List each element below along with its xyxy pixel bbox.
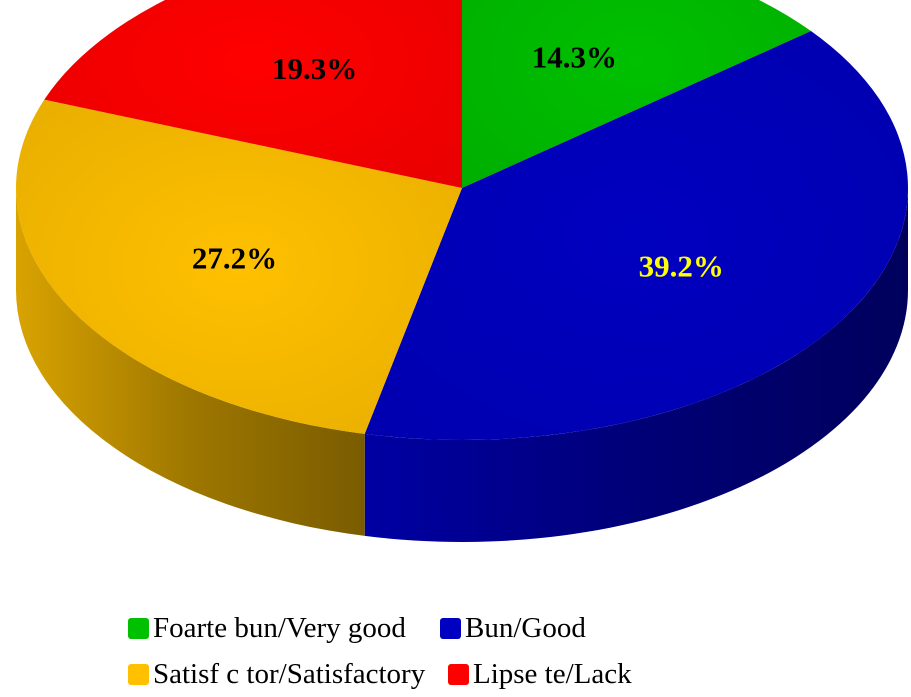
- pie-data-label: 14.3%: [532, 39, 617, 74]
- legend-label: Lipse te/Lack: [473, 657, 632, 690]
- legend-row: Satisf c tor/Satisfactory Lipse te/Lack: [128, 651, 728, 697]
- legend-swatch: [128, 663, 149, 685]
- pie-slice: [364, 31, 909, 441]
- pie-data-label: 27.2%: [192, 241, 277, 276]
- legend-label: Foarte bun/Very good: [153, 611, 406, 644]
- legend-label: Bun/Good: [465, 611, 586, 644]
- legend: Foarte bun/Very good Bun/Good Satisf c t…: [128, 605, 728, 697]
- pie-slice: [15, 99, 462, 434]
- pie-data-label: 19.3%: [272, 51, 357, 86]
- pie-side-wall: [364, 188, 909, 543]
- pie-data-label: 39.2%: [639, 249, 724, 284]
- pie-slice: [44, 0, 462, 188]
- legend-swatch: [128, 617, 149, 639]
- legend-item-lack: Lipse te/Lack: [448, 658, 632, 691]
- pie-side-wall: [16, 188, 365, 536]
- pie-data-labels: 14.3% 39.2% 27.2% 19.3%: [192, 39, 724, 283]
- legend-swatch: [448, 663, 469, 685]
- pie-slices: [15, 0, 909, 441]
- legend-item-good: Bun/Good: [440, 612, 586, 645]
- pie-slice: [462, 0, 811, 188]
- legend-label: Satisf c tor/Satisfactory: [153, 657, 426, 690]
- legend-row: Foarte bun/Very good Bun/Good: [128, 605, 728, 651]
- legend-item-very-good: Foarte bun/Very good: [128, 612, 440, 645]
- legend-item-satisfactory: Satisf c tor/Satisfactory: [128, 658, 448, 691]
- pie-sides: [16, 188, 909, 543]
- legend-swatch: [440, 617, 461, 639]
